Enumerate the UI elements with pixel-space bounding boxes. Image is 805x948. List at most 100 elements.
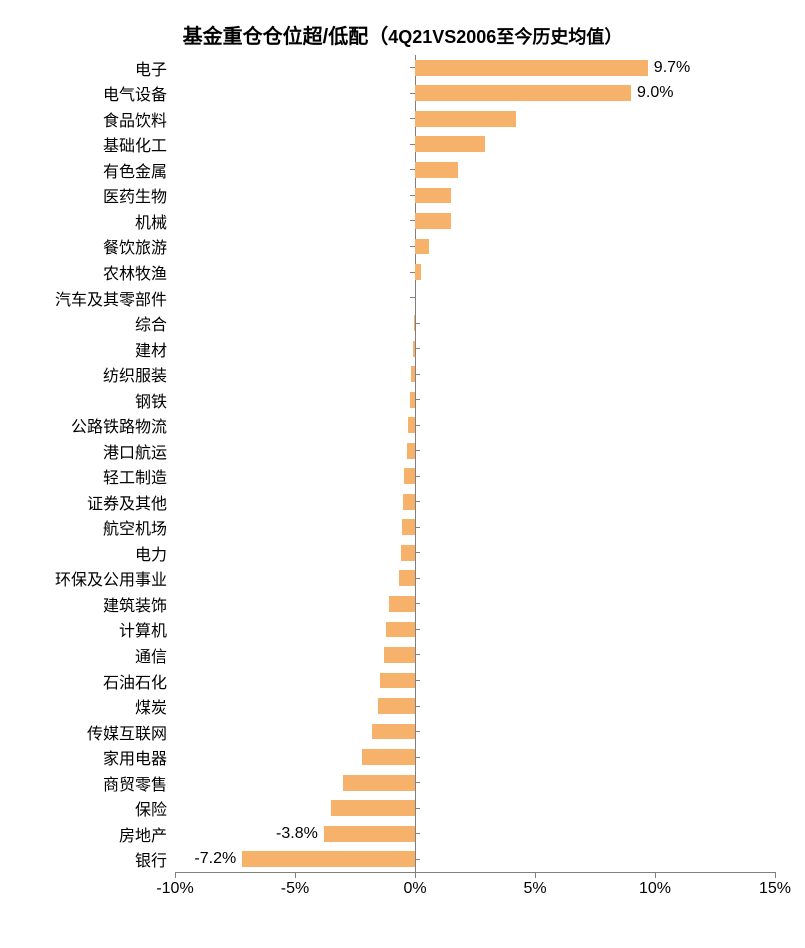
bar (399, 570, 415, 586)
category-label: 环保及公用事业 (55, 566, 175, 590)
bar (407, 443, 415, 459)
bar (380, 673, 415, 689)
bar (343, 775, 415, 791)
bar (404, 468, 415, 484)
bar (415, 85, 631, 101)
y-tick (415, 476, 420, 477)
bar (415, 264, 421, 280)
bar (410, 392, 415, 408)
y-tick (415, 425, 420, 426)
category-label: 纺织服装 (103, 362, 175, 386)
category-label: 港口航运 (103, 439, 175, 463)
chart-title-sub: 4Q21VS2006至今历史均值） (388, 27, 622, 47)
y-tick (415, 654, 420, 655)
bar (411, 366, 415, 382)
x-tick-label: 15% (759, 880, 791, 898)
bar (414, 315, 415, 331)
y-tick (410, 297, 415, 298)
category-label: 建筑装饰 (103, 592, 175, 616)
y-tick (415, 323, 420, 324)
category-label: 房地产 (119, 822, 175, 846)
category-label: 建材 (135, 337, 175, 361)
category-label: 家用电器 (103, 745, 175, 769)
category-label: 餐饮旅游 (103, 234, 175, 258)
category-label: 航空机场 (103, 515, 175, 539)
category-label: 电子 (135, 56, 175, 80)
category-label: 煤炭 (135, 694, 175, 718)
bar (402, 519, 415, 535)
category-label: 农林牧渔 (103, 260, 175, 284)
bar (413, 341, 415, 357)
y-tick (415, 450, 420, 451)
y-tick (415, 348, 420, 349)
y-tick (415, 706, 420, 707)
category-label: 商贸零售 (103, 771, 175, 795)
y-tick (415, 527, 420, 528)
value-label: -7.2% (194, 850, 236, 868)
x-tick (535, 872, 536, 878)
bar (415, 239, 429, 255)
bar (415, 162, 458, 178)
y-tick (415, 603, 420, 604)
chart-container: 基金重仓仓位超/低配（4Q21VS2006至今历史均值） -10%-5%0%5%… (0, 0, 805, 948)
category-label: 机械 (135, 209, 175, 233)
bar (362, 749, 415, 765)
x-axis-line (175, 872, 775, 873)
category-label: 基础化工 (103, 132, 175, 156)
bar (403, 494, 415, 510)
bar (378, 698, 415, 714)
category-label: 电力 (135, 541, 175, 565)
x-tick-label: -5% (281, 880, 309, 898)
bar (384, 647, 415, 663)
y-tick (415, 731, 420, 732)
category-label: 证券及其他 (87, 490, 175, 514)
x-tick (295, 872, 296, 878)
bar (331, 800, 415, 816)
y-tick (415, 501, 420, 502)
x-tick (415, 872, 416, 878)
x-tick-label: 10% (639, 880, 671, 898)
y-tick (415, 859, 420, 860)
y-tick (415, 552, 420, 553)
bar (415, 188, 451, 204)
bar (415, 213, 451, 229)
value-label: 9.7% (654, 59, 690, 77)
y-tick (415, 578, 420, 579)
value-label: 9.0% (637, 84, 673, 102)
category-label: 传媒互联网 (87, 720, 175, 744)
x-tick-label: 5% (523, 880, 546, 898)
bar (324, 826, 415, 842)
bar (415, 111, 516, 127)
bar (386, 622, 415, 638)
x-tick (775, 872, 776, 878)
category-label: 综合 (135, 311, 175, 335)
category-label: 银行 (135, 847, 175, 871)
bar (415, 136, 485, 152)
y-tick (415, 399, 420, 400)
x-tick (655, 872, 656, 878)
bar (242, 851, 415, 867)
y-tick (415, 782, 420, 783)
category-label: 食品饮料 (103, 107, 175, 131)
y-tick (415, 629, 420, 630)
category-label: 汽车及其零部件 (55, 286, 175, 310)
x-tick (175, 872, 176, 878)
chart-title-main: 基金重仓仓位超/低配（ (183, 26, 389, 48)
category-label: 石油石化 (103, 669, 175, 693)
chart-title: 基金重仓仓位超/低配（4Q21VS2006至今历史均值） (0, 20, 805, 49)
category-label: 钢铁 (135, 388, 175, 412)
bar (408, 417, 415, 433)
category-label: 计算机 (119, 617, 175, 641)
category-label: 有色金属 (103, 158, 175, 182)
value-label: -3.8% (276, 825, 318, 843)
y-tick (415, 833, 420, 834)
bar (415, 60, 648, 76)
category-label: 电气设备 (103, 81, 175, 105)
y-tick (415, 680, 420, 681)
category-label: 通信 (135, 643, 175, 667)
plot-area: -10%-5%0%5%10%15%电子9.7%电气设备9.0%食品饮料基础化工有… (175, 55, 775, 900)
y-tick (415, 374, 420, 375)
category-label: 轻工制造 (103, 464, 175, 488)
category-label: 保险 (135, 796, 175, 820)
category-label: 公路铁路物流 (71, 413, 175, 437)
